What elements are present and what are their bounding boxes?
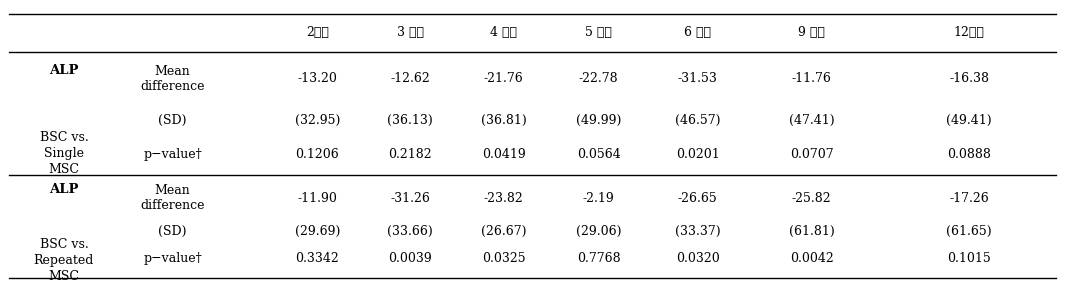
Text: -12.62: -12.62 (390, 72, 430, 86)
Text: p−value†: p−value† (143, 148, 202, 161)
Text: -31.26: -31.26 (390, 191, 430, 205)
Text: p−value†: p−value† (143, 252, 202, 265)
Text: -17.26: -17.26 (949, 191, 989, 205)
Text: 0.0564: 0.0564 (576, 148, 621, 161)
Text: Single: Single (44, 147, 84, 160)
Text: (47.41): (47.41) (789, 114, 834, 127)
Text: -21.76: -21.76 (484, 72, 524, 86)
Text: 0.1206: 0.1206 (295, 148, 340, 161)
Text: (29.06): (29.06) (576, 224, 621, 238)
Text: -22.78: -22.78 (578, 72, 619, 86)
Text: ALP: ALP (49, 183, 79, 196)
Text: -13.20: -13.20 (297, 72, 338, 86)
Text: (33.37): (33.37) (675, 224, 720, 238)
Text: (49.41): (49.41) (947, 114, 992, 127)
Text: 5 개월: 5 개월 (585, 26, 612, 39)
Text: Repeated: Repeated (34, 254, 94, 267)
Text: (32.95): (32.95) (295, 114, 340, 127)
Text: 0.0039: 0.0039 (388, 252, 432, 265)
Text: -25.82: -25.82 (791, 191, 832, 205)
Text: Mean
difference: Mean difference (141, 65, 204, 93)
Text: BSC vs.: BSC vs. (39, 238, 88, 251)
Text: 4 개월: 4 개월 (490, 26, 518, 39)
Text: (SD): (SD) (159, 114, 186, 127)
Text: 9 개월: 9 개월 (798, 26, 825, 39)
Text: Mean
difference: Mean difference (141, 184, 204, 212)
Text: (36.13): (36.13) (388, 114, 432, 127)
Text: ALP: ALP (49, 64, 79, 77)
Text: (26.67): (26.67) (481, 224, 526, 238)
Text: 0.0320: 0.0320 (675, 252, 720, 265)
Text: 0.1015: 0.1015 (947, 252, 992, 265)
Text: (49.99): (49.99) (576, 114, 621, 127)
Text: -2.19: -2.19 (583, 191, 615, 205)
Text: (SD): (SD) (159, 224, 186, 238)
Text: 2개월: 2개월 (306, 26, 329, 39)
Text: MSC: MSC (48, 270, 80, 283)
Text: MSC: MSC (48, 162, 80, 176)
Text: 3 개월: 3 개월 (396, 26, 424, 39)
Text: 0.0419: 0.0419 (481, 148, 526, 161)
Text: -16.38: -16.38 (949, 72, 989, 86)
Text: BSC vs.: BSC vs. (39, 131, 88, 144)
Text: -26.65: -26.65 (677, 191, 718, 205)
Text: 0.0888: 0.0888 (947, 148, 992, 161)
Text: -23.82: -23.82 (484, 191, 524, 205)
Text: 0.2182: 0.2182 (389, 148, 431, 161)
Text: 0.0707: 0.0707 (790, 148, 833, 161)
Text: 0.3342: 0.3342 (295, 252, 340, 265)
Text: (29.69): (29.69) (295, 224, 340, 238)
Text: (33.66): (33.66) (388, 224, 432, 238)
Text: 6 개월: 6 개월 (684, 26, 711, 39)
Text: (61.81): (61.81) (789, 224, 834, 238)
Text: 0.0042: 0.0042 (789, 252, 834, 265)
Text: 12개월: 12개월 (954, 26, 984, 39)
Text: -31.53: -31.53 (677, 72, 718, 86)
Text: 0.0201: 0.0201 (675, 148, 720, 161)
Text: -11.90: -11.90 (297, 191, 338, 205)
Text: -11.76: -11.76 (791, 72, 832, 86)
Text: (46.57): (46.57) (675, 114, 720, 127)
Text: (36.81): (36.81) (481, 114, 526, 127)
Text: 0.0325: 0.0325 (482, 252, 525, 265)
Text: (61.65): (61.65) (947, 224, 992, 238)
Text: 0.7768: 0.7768 (577, 252, 620, 265)
